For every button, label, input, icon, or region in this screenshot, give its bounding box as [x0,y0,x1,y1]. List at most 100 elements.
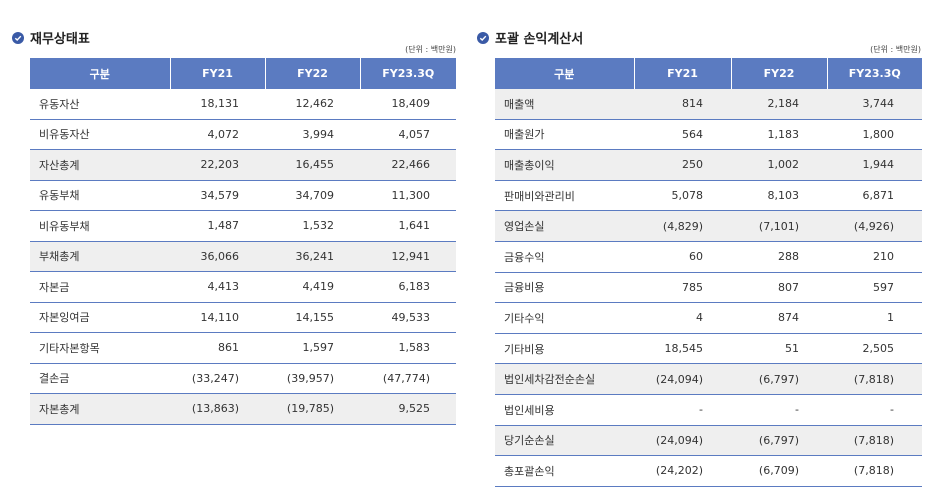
value-cell: 2,505 [827,333,922,365]
value-cell: 49,533 [360,302,456,333]
value-cell: 8,103 [731,180,827,212]
value-cell: 34,709 [265,180,360,211]
value-cell: 1,641 [360,210,456,242]
value-cell: 12,941 [360,241,456,272]
table-row: 기타자본항목 861 1,597 1,583 [30,332,456,364]
balance-sheet-unit: (단위 : 백만원) [405,45,456,54]
value-cell: (24,202) [634,455,731,487]
column-header: 구분 [30,58,171,89]
value-cell: 1,583 [360,332,456,364]
row-label: 자본총계 [30,393,170,425]
column-header: FY21 [634,58,732,89]
value-cell: (7,818) [827,455,922,487]
value-cell: 1,183 [731,119,827,151]
value-cell: 14,110 [170,302,265,333]
table-row: 매출총이익 250 1,002 1,944 [495,149,922,181]
value-cell: (7,818) [827,425,922,457]
table-row: 자본총계 (13,863) (19,785) 9,525 [30,393,456,425]
value-cell: (6,797) [731,363,827,395]
value-cell: 11,300 [360,180,456,211]
value-cell: 22,466 [360,149,456,181]
row-label: 기타수익 [495,302,634,334]
value-cell: 12,462 [265,89,360,120]
value-cell: 4,413 [170,271,265,303]
row-label: 비유동자산 [30,119,170,150]
table-header-row: 구분 FY21 FY22 FY23.3Q [495,58,922,89]
table-row: 매출액 814 2,184 3,744 [495,89,922,120]
value-cell: 16,455 [265,149,360,181]
column-header: FY22 [731,58,828,89]
table-row: 금융수익 60 288 210 [495,241,922,273]
column-header: FY23.3Q [827,58,922,89]
value-cell: (19,785) [265,393,360,425]
row-label: 법인세차감전순손실 [495,363,634,395]
value-cell: 1,487 [170,210,265,242]
table-row: 자본잉여금 14,110 14,155 49,533 [30,302,456,333]
value-cell: 14,155 [265,302,360,333]
value-cell: - [731,394,827,426]
value-cell: 3,994 [265,119,360,150]
value-cell: 34,579 [170,180,265,211]
row-label: 판매비와관리비 [495,180,634,212]
column-header: 구분 [495,58,635,89]
row-label: 비유동부채 [30,210,170,242]
value-cell: 9,525 [360,393,456,425]
row-label: 유동부채 [30,180,170,211]
value-cell: - [827,394,922,426]
table-row: 자산총계 22,203 16,455 22,466 [30,149,456,181]
value-cell: 2,184 [731,89,827,120]
table-row: 유동자산 18,131 12,462 18,409 [30,89,456,120]
value-cell: 51 [731,333,827,365]
table-row: 금융비용 785 807 597 [495,272,922,304]
value-cell: 60 [634,241,731,273]
table-row: 법인세차감전순손실 (24,094) (6,797) (7,818) [495,363,922,395]
row-label: 금융비용 [495,272,634,304]
table-row: 매출원가 564 1,183 1,800 [495,119,922,151]
row-label: 당기순손실 [495,425,634,457]
table-header-row: 구분 FY21 FY22 FY23.3Q [30,58,456,89]
value-cell: 4 [634,302,731,334]
table-row: 부채총계 36,066 36,241 12,941 [30,241,456,272]
income-statement-title-text: 포괄 손익계산서 [495,32,584,47]
income-statement-title: 포괄 손익계산서 [477,28,583,47]
value-cell: 1,597 [265,332,360,364]
value-cell: (7,818) [827,363,922,395]
value-cell: (6,797) [731,425,827,457]
value-cell: 36,066 [170,241,265,272]
value-cell: 1,002 [731,149,827,181]
value-cell: 861 [170,332,265,364]
table-row: 자본금 4,413 4,419 6,183 [30,271,456,303]
check-circle-icon [477,31,489,44]
table-row: 총포괄손익 (24,202) (6,709) (7,818) [495,455,922,487]
value-cell: (4,926) [827,210,922,242]
value-cell: (4,829) [634,210,731,242]
table-row: 비유동부채 1,487 1,532 1,641 [30,210,456,242]
value-cell: (39,957) [265,363,360,394]
value-cell: 18,131 [170,89,265,120]
value-cell: 4,419 [265,271,360,303]
table-row: 당기순손실 (24,094) (6,797) (7,818) [495,425,922,457]
value-cell: 250 [634,149,731,181]
value-cell: 6,871 [827,180,922,212]
row-label: 자본금 [30,271,170,303]
table-row: 영업손실 (4,829) (7,101) (4,926) [495,210,922,242]
value-cell: 6,183 [360,271,456,303]
row-label: 법인세비용 [495,394,634,426]
value-cell: 597 [827,272,922,304]
row-label: 매출액 [495,89,634,120]
value-cell: 1,800 [827,119,922,151]
value-cell: 22,203 [170,149,265,181]
value-cell: 874 [731,302,827,334]
value-cell: 1,944 [827,149,922,181]
row-label: 영업손실 [495,210,634,242]
value-cell: 288 [731,241,827,273]
value-cell: (24,094) [634,425,731,457]
value-cell: 1,532 [265,210,360,242]
value-cell: 807 [731,272,827,304]
row-label: 유동자산 [30,89,170,120]
value-cell: 1 [827,302,922,334]
row-label: 총포괄손익 [495,455,634,487]
value-cell: (7,101) [731,210,827,242]
balance-sheet-table: 구분 FY21 FY22 FY23.3Q 유동자산 18,131 12,462 18,… [30,58,456,425]
value-cell: 18,409 [360,89,456,120]
